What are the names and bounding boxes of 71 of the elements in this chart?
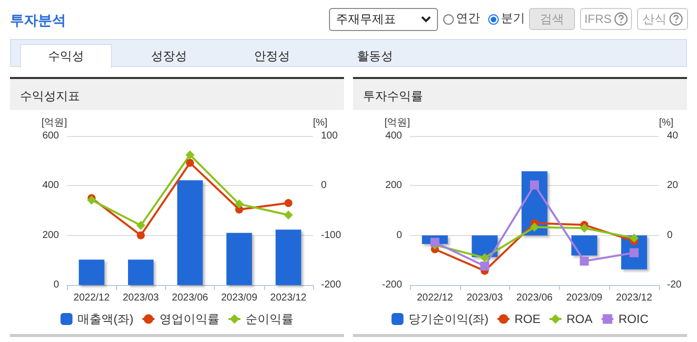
legend-label: ROIC — [618, 312, 649, 326]
chart-title: 수익성지표 — [10, 79, 344, 110]
y2-tick-label: 0 — [667, 230, 673, 241]
text: 투자분석 — [10, 12, 66, 30]
y-tick-label: 0 — [396, 230, 402, 241]
y-axis-title: [억원] — [384, 118, 410, 128]
point — [530, 222, 539, 232]
bar — [226, 232, 252, 285]
point — [580, 256, 589, 266]
chart-title: 투자수익률 — [353, 79, 687, 110]
bar — [177, 180, 203, 285]
point — [234, 200, 244, 209]
legend-label: 영업이익률 — [159, 312, 220, 326]
text: 검색 — [529, 8, 575, 30]
y2-axis-title: [%] — [659, 118, 674, 128]
y-tick-label: 600 — [42, 130, 60, 142]
y2-tick-label: -100 — [320, 230, 342, 241]
y-tick-label: 200 — [385, 180, 402, 192]
text: 분기 — [501, 10, 525, 27]
x-tick-label: 2023/06 — [516, 292, 554, 304]
text: 주재무제표 — [336, 11, 396, 28]
legend-label: 당기순이익(좌) — [408, 312, 488, 326]
y-tick-label: 200 — [42, 230, 60, 241]
legend-label: ROA — [566, 312, 593, 326]
text: 안정성 — [253, 48, 291, 64]
y2-axis-title: [%] — [312, 118, 328, 128]
y-tick-label: 0 — [53, 280, 60, 290]
y2-tick-label: 40 — [667, 130, 679, 142]
y2-tick-label: -200 — [320, 280, 342, 290]
y-axis-title: [억원] — [41, 118, 68, 128]
point — [284, 210, 293, 220]
point — [186, 158, 194, 167]
bar — [276, 230, 302, 285]
text: 산식 — [642, 10, 666, 28]
x-tick-label: 2023/12 — [616, 292, 653, 304]
point — [630, 234, 639, 243]
point — [136, 220, 146, 230]
bar — [128, 260, 154, 285]
y2-tick-label: 20 — [667, 180, 679, 192]
x-tick-label: 2023/09 — [221, 292, 258, 304]
x-tick-label: 2023/03 — [466, 292, 504, 304]
point — [580, 224, 589, 233]
point — [185, 150, 194, 160]
y2-tick-label: 100 — [320, 130, 338, 142]
x-tick-label: 2022/12 — [416, 292, 454, 304]
text: 활동성 — [356, 48, 394, 64]
legend-label: 순이익률 — [245, 312, 294, 326]
y2-tick-label: -20 — [667, 280, 682, 290]
x-tick-label: 2023/03 — [122, 292, 160, 304]
y2-tick-label: 0 — [320, 180, 327, 192]
text: 연간 — [456, 10, 480, 27]
point — [430, 238, 440, 247]
point — [87, 196, 96, 205]
legend-label: 매출액(좌) — [78, 312, 134, 326]
y-tick-label: -200 — [382, 280, 402, 290]
text: 성장성 — [150, 48, 188, 64]
point — [480, 262, 490, 271]
point — [284, 199, 292, 208]
bar — [78, 260, 104, 285]
text: IFRS — [584, 12, 612, 26]
y-tick-label: 400 — [385, 130, 402, 142]
y-tick-label: 400 — [42, 180, 60, 192]
point — [480, 253, 490, 262]
legend-label: ROE — [514, 312, 541, 326]
x-tick-label: 2023/06 — [172, 292, 208, 304]
x-tick-label: 2023/09 — [566, 292, 603, 304]
text: 수익성 — [20, 44, 112, 68]
point — [530, 180, 539, 190]
x-tick-label: 2023/12 — [270, 292, 307, 304]
x-tick-label: 2022/12 — [74, 292, 110, 304]
point — [136, 231, 145, 240]
